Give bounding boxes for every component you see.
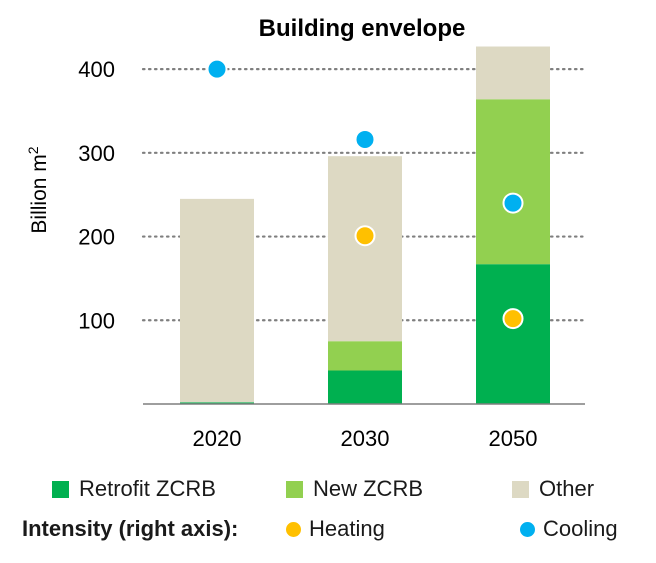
- bar-chart: Building envelope Billion m2 100 200 300 40…: [25, 15, 587, 451]
- legend-swatch-new: [286, 480, 303, 498]
- legend-swatch-other: [512, 480, 529, 498]
- legend-swatch-retrofit: [52, 480, 69, 498]
- point-cooling-2050: [502, 192, 524, 214]
- chart-title: Building envelope: [259, 15, 466, 42]
- bars: [180, 46, 550, 404]
- bar-retrofit-zcrb-2050: [476, 264, 550, 404]
- point-cooling-2020: [206, 58, 228, 80]
- y-tick-200: 200: [78, 225, 115, 250]
- legend-label-cooling: Cooling: [543, 516, 618, 541]
- legend-item-new: New ZCRB: [286, 476, 423, 502]
- legend-dot-cooling: [520, 521, 535, 537]
- bar-new-zcrb-2030: [328, 341, 402, 371]
- y-tick-100: 100: [78, 308, 115, 333]
- point-cooling-2030: [354, 128, 376, 150]
- legend-item-retrofit: Retrofit ZCRB: [52, 476, 216, 502]
- legend-intensity-label: Intensity (right axis):: [22, 516, 239, 541]
- intensity-points: [206, 58, 524, 330]
- legend-item-cooling: Cooling: [520, 516, 618, 542]
- y-axis-label: Billion m2: [25, 146, 51, 233]
- x-tick-labels: 2020 2030 2050: [193, 426, 538, 451]
- x-tick-2020: 2020: [193, 426, 242, 451]
- x-tick-2050: 2050: [489, 426, 538, 451]
- x-tick-2030: 2030: [341, 426, 390, 451]
- legend-label-other: Other: [539, 476, 595, 501]
- bar-new-zcrb-2050: [476, 99, 550, 265]
- legend-item-heating: Heating: [286, 516, 385, 542]
- y-tick-400: 400: [78, 57, 115, 82]
- legend-label-heating: Heating: [309, 516, 385, 541]
- bar-retrofit-zcrb-2020: [180, 402, 254, 404]
- legend-item-other: Other: [512, 476, 594, 502]
- bar-retrofit-zcrb-2030: [328, 370, 402, 404]
- point-heating-2050: [502, 308, 524, 330]
- legend-label-retrofit: Retrofit ZCRB: [79, 476, 216, 501]
- point-heating-2030: [354, 225, 376, 247]
- bar-other-2050: [476, 46, 550, 100]
- y-tick-300: 300: [78, 141, 115, 166]
- legend-dot-heating: [286, 521, 301, 537]
- legend: Retrofit ZCRB New ZCRB Other Intensity (…: [0, 470, 656, 560]
- legend-label-new: New ZCRB: [313, 476, 424, 501]
- bar-other-2020: [180, 198, 254, 403]
- y-tick-labels: 100 200 300 400: [78, 57, 115, 333]
- bar-other-2030: [328, 156, 402, 342]
